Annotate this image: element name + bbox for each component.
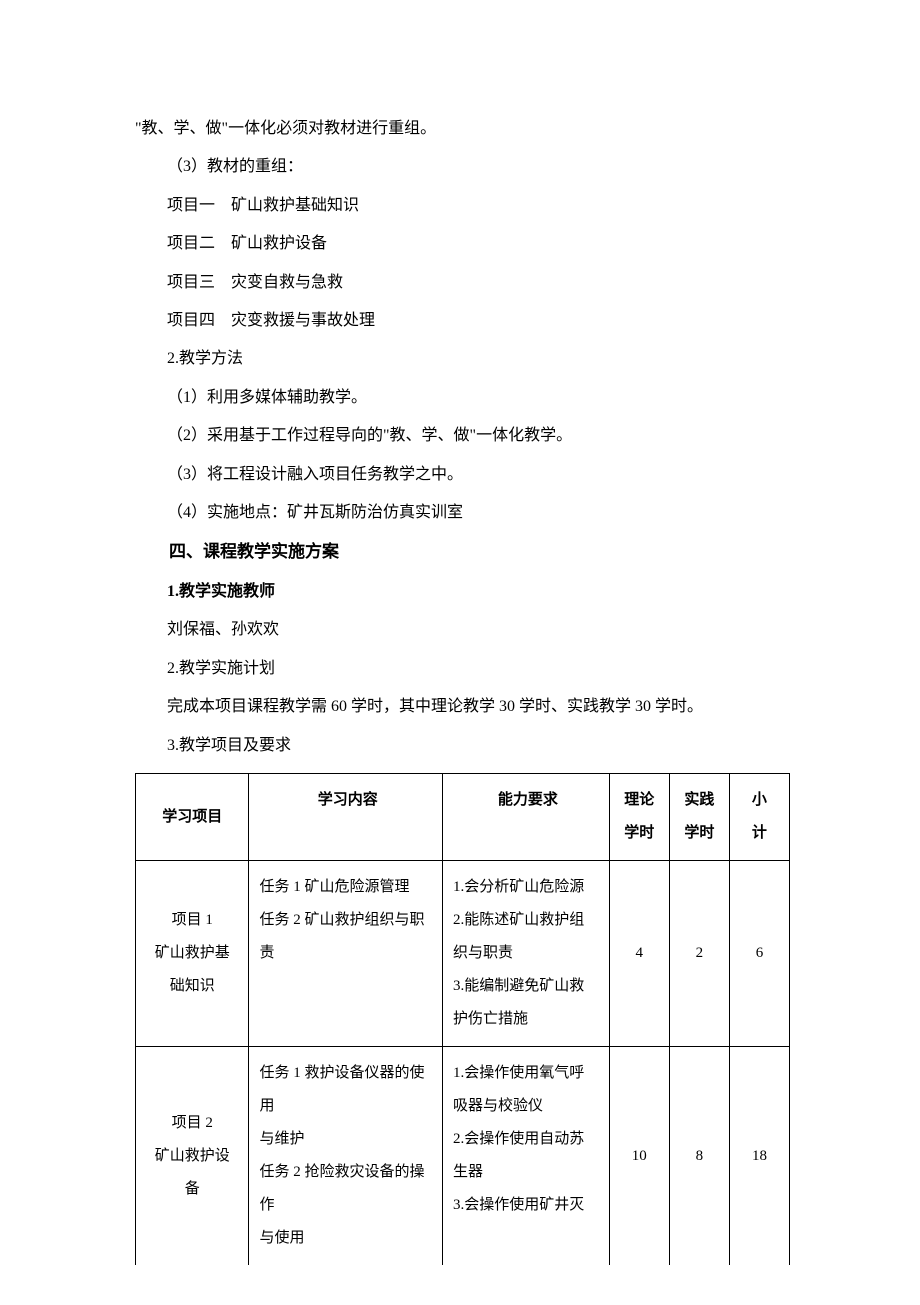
method-item-4: （4）实施地点：矿井瓦斯防治仿真实训室 — [135, 494, 790, 532]
cell-total-2: 18 — [729, 1047, 789, 1266]
cell-project-1: 项目 1 矿山救护基 础知识 — [136, 861, 249, 1047]
cell-theory-1: 4 — [609, 861, 669, 1047]
cell-project-2: 项目 2 矿山救护设 备 — [136, 1047, 249, 1266]
cell-text: 础知识 — [142, 970, 242, 1003]
table-row: 项目 2 矿山救护设 备 任务 1 救护设备仪器的使用 与维护 任务 2 抢险救… — [136, 1047, 790, 1266]
header-content: 学习内容 — [249, 774, 443, 861]
subheading-requirements: 3.教学项目及要求 — [135, 727, 790, 765]
cell-text: 任务 1 矿山危险源管理 — [259, 871, 436, 904]
cell-text: 矿山救护设 — [142, 1140, 242, 1173]
cell-text: 3.能编制避免矿山救 — [453, 970, 603, 1003]
teaching-method-title: 2.教学方法 — [135, 340, 790, 378]
header-theory: 理论 学时 — [609, 774, 669, 861]
cell-text: 3.会操作使用矿井灭 — [453, 1189, 603, 1222]
subheading-plan: 2.教学实施计划 — [135, 650, 790, 688]
cell-text: 1.会分析矿山危险源 — [453, 871, 603, 904]
section-heading-4: 四、课程教学实施方案 — [135, 532, 790, 573]
teachers-names: 刘保福、孙欢欢 — [135, 611, 790, 649]
cell-theory-2: 10 — [609, 1047, 669, 1266]
header-total-l2: 计 — [736, 817, 783, 850]
document-body: "教、学、做"一体化必须对教材进行重组。 （3）教材的重组： 项目一 矿山救护基… — [135, 110, 790, 1265]
plan-text: 完成本项目课程教学需 60 学时，其中理论教学 30 学时、实践教学 30 学时… — [135, 688, 790, 726]
cell-text: 任务 1 救护设备仪器的使用 — [259, 1057, 436, 1123]
header-total-l1: 小 — [736, 784, 783, 817]
header-theory-l2: 学时 — [616, 817, 663, 850]
header-theory-l1: 理论 — [616, 784, 663, 817]
header-practice-l2: 学时 — [676, 817, 723, 850]
paragraph-reorg-title: （3）教材的重组： — [135, 148, 790, 186]
teaching-project-table: 学习项目 学习内容 能力要求 理论 学时 实践 学时 小 计 — [135, 773, 790, 1265]
cell-ability-1: 1.会分析矿山危险源 2.能陈述矿山救护组 织与职责 3.能编制避免矿山救 护伤… — [442, 861, 609, 1047]
cell-text: 项目 1 — [142, 904, 242, 937]
cell-text: 项目 2 — [142, 1107, 242, 1140]
cell-text: 矿山救护基 — [142, 937, 242, 970]
cell-text: 2.能陈述矿山救护组 — [453, 904, 603, 937]
cell-text: 织与职责 — [453, 937, 603, 970]
project-item-3: 项目三 灾变自救与急救 — [135, 264, 790, 302]
method-item-1: （1）利用多媒体辅助教学。 — [135, 379, 790, 417]
header-ability: 能力要求 — [442, 774, 609, 861]
cell-text: 2.会操作使用自动苏 — [453, 1123, 603, 1156]
cell-total-1: 6 — [729, 861, 789, 1047]
cell-text: 任务 2 矿山救护组织与职责 — [259, 904, 436, 970]
cell-text: 备 — [142, 1173, 242, 1206]
method-item-2: （2）采用基于工作过程导向的"教、学、做"一体化教学。 — [135, 417, 790, 455]
cell-text: 与维护 — [259, 1123, 436, 1156]
header-practice-l1: 实践 — [676, 784, 723, 817]
cell-text: 与使用 — [259, 1222, 436, 1255]
project-item-2: 项目二 矿山救护设备 — [135, 225, 790, 263]
header-practice: 实践 学时 — [669, 774, 729, 861]
method-item-3: （3）将工程设计融入项目任务教学之中。 — [135, 456, 790, 494]
header-project: 学习项目 — [136, 774, 249, 861]
paragraph-top: "教、学、做"一体化必须对教材进行重组。 — [135, 110, 790, 148]
cell-text: 吸器与校验仪 — [453, 1090, 603, 1123]
cell-ability-2: 1.会操作使用氧气呼 吸器与校验仪 2.会操作使用自动苏 生器 3.会操作使用矿… — [442, 1047, 609, 1266]
table-row: 项目 1 矿山救护基 础知识 任务 1 矿山危险源管理 任务 2 矿山救护组织与… — [136, 861, 790, 1047]
cell-text: 生器 — [453, 1156, 603, 1189]
cell-practice-2: 8 — [669, 1047, 729, 1266]
cell-practice-1: 2 — [669, 861, 729, 1047]
cell-text: 1.会操作使用氧气呼 — [453, 1057, 603, 1090]
cell-text: 任务 2 抢险救灾设备的操作 — [259, 1156, 436, 1222]
subheading-teachers: 1.教学实施教师 — [135, 573, 790, 611]
cell-text: 护伤亡措施 — [453, 1003, 603, 1036]
project-item-4: 项目四 灾变救援与事故处理 — [135, 302, 790, 340]
project-item-1: 项目一 矿山救护基础知识 — [135, 187, 790, 225]
table-header-row: 学习项目 学习内容 能力要求 理论 学时 实践 学时 小 计 — [136, 774, 790, 861]
cell-content-2: 任务 1 救护设备仪器的使用 与维护 任务 2 抢险救灾设备的操作 与使用 — [249, 1047, 443, 1266]
header-total: 小 计 — [729, 774, 789, 861]
cell-content-1: 任务 1 矿山危险源管理 任务 2 矿山救护组织与职责 — [249, 861, 443, 1047]
